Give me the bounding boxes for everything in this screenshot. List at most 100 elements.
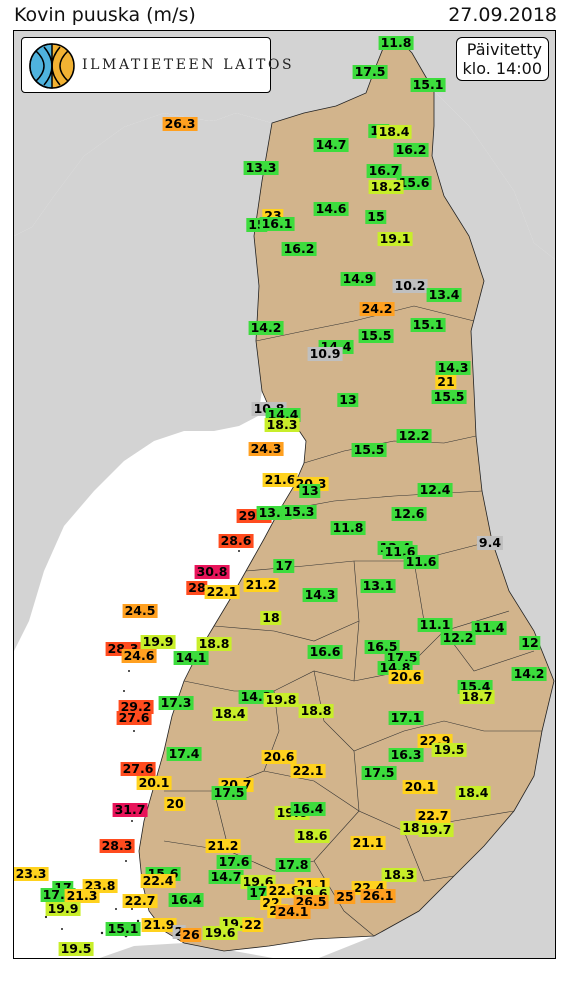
station-gust-label: 13.1 bbox=[360, 578, 396, 593]
station-gust-label: 19.7 bbox=[418, 822, 454, 837]
station-gust-label: 21.1 bbox=[350, 835, 386, 850]
station-gust-label: 20.1 bbox=[136, 775, 172, 790]
station-gust-label: 27.6 bbox=[120, 761, 156, 776]
station-gust-label: 27.6 bbox=[116, 710, 152, 725]
station-gust-label: 17.1 bbox=[388, 710, 424, 725]
fmi-logo-box: ILMATIETEEN LAITOS bbox=[21, 37, 292, 93]
station-gust-label: 11.8 bbox=[330, 520, 366, 535]
station-gust-label: 21.3 bbox=[64, 888, 100, 903]
station-gust-label: 23.3 bbox=[14, 866, 49, 881]
station-gust-label: 14.7 bbox=[313, 137, 349, 152]
station-gust-label: 16.3 bbox=[388, 747, 424, 762]
station-gust-label: 9.4 bbox=[476, 535, 504, 550]
station-gust-label: 19.9 bbox=[140, 634, 176, 649]
station-gust-label: 21 bbox=[435, 374, 457, 389]
updated-time-box: Päivitetty klo. 14:00 bbox=[455, 37, 549, 81]
station-gust-label: 15 bbox=[365, 209, 387, 224]
station-gust-label: 16.4 bbox=[168, 892, 204, 907]
fmi-logo-icon bbox=[29, 43, 75, 89]
fmi-logo-text: ILMATIETEEN LAITOS bbox=[82, 57, 295, 73]
station-gust-label: 19.1 bbox=[377, 231, 413, 246]
station-gust-label: 12.6 bbox=[391, 506, 427, 521]
station-gust-label: 14.6 bbox=[313, 201, 349, 216]
station-gust-label: 17.8 bbox=[275, 857, 311, 872]
station-gust-label: 22.7 bbox=[415, 808, 451, 823]
station-gust-label: 24.1 bbox=[275, 904, 311, 919]
station-gust-label: 21.9 bbox=[141, 917, 177, 932]
station-gust-label: 28.6 bbox=[218, 533, 254, 548]
station-gust-label: 15.3 bbox=[281, 504, 317, 519]
station-gust-label: 19.5 bbox=[431, 742, 467, 757]
station-gust-label: 16.2 bbox=[281, 241, 317, 256]
station-gust-label: 18.3 bbox=[264, 417, 300, 432]
station-gust-label: 16.5 bbox=[364, 639, 400, 654]
station-gust-label: 16.7 bbox=[366, 163, 402, 178]
station-gust-label: 15.5 bbox=[358, 328, 394, 343]
station-gust-label: 18.7 bbox=[459, 689, 495, 704]
station-gust-label: 30.8 bbox=[194, 564, 230, 579]
station-gust-label: 16.2 bbox=[393, 142, 429, 157]
station-gust-label: 15.1 bbox=[410, 317, 446, 332]
station-gust-label: 19.8 bbox=[263, 692, 299, 707]
station-gust-label: 13 bbox=[299, 483, 321, 498]
station-gust-label: 16.1 bbox=[259, 216, 295, 231]
station-gust-label: 31.7 bbox=[112, 802, 148, 817]
station-gust-label: 26 bbox=[180, 927, 202, 942]
station-gust-label: 14.3 bbox=[302, 587, 338, 602]
station-gust-label: 13.4 bbox=[426, 287, 462, 302]
station-gust-label: 24.6 bbox=[121, 648, 157, 663]
station-gust-label: 15.5 bbox=[431, 389, 467, 404]
station-gust-label: 19.6 bbox=[202, 925, 238, 940]
station-gust-label: 24.3 bbox=[248, 441, 284, 456]
station-gust-label: 15.5 bbox=[351, 442, 387, 457]
station-gust-label: 10.2 bbox=[392, 278, 428, 293]
station-gust-label: 19.5 bbox=[58, 941, 94, 956]
station-gust-label: 11.6 bbox=[403, 554, 439, 569]
station-gust-label: 17.6 bbox=[216, 854, 252, 869]
station-gust-label: 18.4 bbox=[212, 706, 248, 721]
station-gust-label: 21.2 bbox=[205, 838, 241, 853]
station-gust-label: 16.6 bbox=[307, 644, 343, 659]
station-gust-label: 12.2 bbox=[440, 630, 476, 645]
station-gust-label: 20.6 bbox=[261, 749, 297, 764]
station-gust-label: 18 bbox=[400, 820, 422, 835]
station-gust-label: 18.8 bbox=[196, 636, 232, 651]
map-title: Kovin puuska (m/s) bbox=[14, 4, 196, 26]
station-gust-label: 22.1 bbox=[290, 763, 326, 778]
station-gust-label: 11.1 bbox=[417, 617, 453, 632]
station-gust-label: 20.1 bbox=[402, 779, 438, 794]
station-gust-label: 14.9 bbox=[340, 271, 376, 286]
station-gust-label: 21.2 bbox=[243, 577, 279, 592]
station-gust-label: 18.3 bbox=[381, 867, 417, 882]
station-gust-label: 14.1 bbox=[173, 650, 209, 665]
station-gust-label: 29.2 bbox=[118, 699, 154, 714]
updated-time: klo. 14:00 bbox=[462, 59, 543, 78]
sweden-land bbox=[14, 113, 272, 651]
station-gust-label: 14.2 bbox=[248, 320, 284, 335]
station-gust-label: 21.6 bbox=[262, 472, 298, 487]
station-gust-label: 17.4 bbox=[166, 746, 202, 761]
station-gust-label: 12.4 bbox=[417, 482, 453, 497]
station-gust-label: 24.5 bbox=[122, 603, 158, 618]
station-gust-label: 15.6 bbox=[396, 175, 432, 190]
station-gust-label: 22.7 bbox=[122, 893, 158, 908]
station-gust-label: 18.6 bbox=[294, 828, 330, 843]
map-date: 27.09.2018 bbox=[448, 4, 557, 26]
station-gust-label: 15.1 bbox=[410, 77, 446, 92]
station-gust-label: 22 bbox=[242, 917, 264, 932]
station-gust-label: 26.3 bbox=[162, 116, 198, 131]
station-gust-label: 22.4 bbox=[140, 873, 176, 888]
station-gust-label: 28 bbox=[186, 580, 208, 595]
station-gust-label: 26.1 bbox=[360, 888, 396, 903]
station-gust-label: 19.9 bbox=[45, 901, 81, 916]
station-gust-label: 11.4 bbox=[471, 620, 507, 635]
updated-label: Päivitetty bbox=[466, 40, 542, 59]
station-gust-label: 28.3 bbox=[99, 838, 135, 853]
map-frame[interactable]: ILMATIETEEN LAITOS Päivitetty klo. 14:00… bbox=[13, 30, 556, 959]
station-gust-label: 18 bbox=[260, 610, 282, 625]
station-gust-label: 14.3 bbox=[435, 360, 471, 375]
station-gust-label: 17 bbox=[273, 558, 295, 573]
station-gust-label: 18.4 bbox=[455, 785, 491, 800]
station-gust-label: 13 bbox=[337, 392, 359, 407]
station-gust-label: 12 bbox=[519, 635, 541, 650]
